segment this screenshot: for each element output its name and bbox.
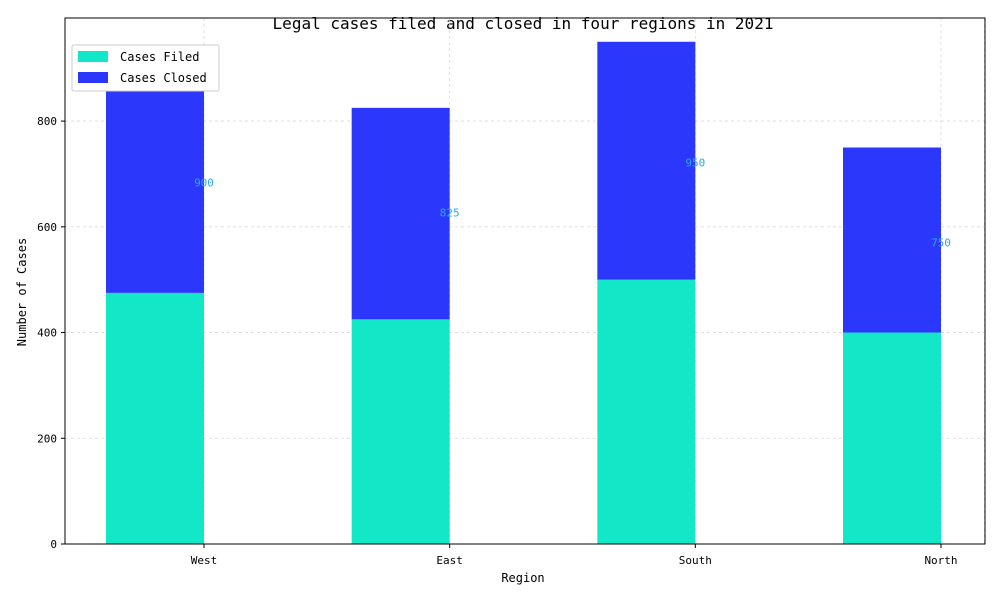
y-tick-label: 200: [37, 432, 57, 445]
bar-cases-filed-north: [843, 332, 941, 544]
x-tick-label-north: North: [924, 554, 957, 567]
chart-title: Legal cases filed and closed in four reg…: [273, 14, 774, 33]
y-tick-label: 0: [50, 538, 57, 551]
legend: Cases Filed Cases Closed: [71, 44, 220, 92]
y-tick-label: 600: [37, 221, 57, 234]
x-axis-ticks: West East South North: [191, 544, 958, 567]
total-label-south: 950: [685, 156, 705, 169]
y-axis-label: Number of Cases: [15, 238, 29, 346]
plot-frame: [64, 17, 986, 545]
bar-cases-closed-west: [106, 68, 204, 293]
y-tick-label: 800: [37, 115, 57, 128]
legend-swatch-cases-closed: [78, 72, 108, 83]
bar-cases-closed-east: [351, 107, 450, 320]
bar-cases-closed-north: [843, 147, 941, 333]
bar-cases-filed-south: [597, 279, 696, 544]
x-axis-label: Region: [501, 571, 544, 585]
total-labels: 900 825 950 750: [194, 156, 951, 249]
bar-cases-closed-south: [597, 41, 696, 280]
y-tick-label: 400: [37, 327, 57, 340]
x-tick-label-east: East: [436, 554, 463, 567]
bar-cases-filed-west: [106, 292, 204, 544]
x-tick-label-west: West: [191, 554, 218, 567]
legend-swatch-cases-filed: [78, 51, 108, 62]
total-label-north: 750: [931, 237, 951, 250]
bar-cases-filed-east: [351, 319, 450, 544]
legend-label-cases-closed: Cases Closed: [120, 71, 207, 85]
legend-label-cases-filed: Cases Filed: [120, 50, 199, 64]
bar-group: [106, 41, 941, 544]
total-label-west: 900: [194, 176, 214, 189]
legend-box: [71, 44, 220, 92]
y-axis-ticks: 0 200 400 600 800: [37, 115, 65, 551]
x-tick-label-south: South: [679, 554, 712, 567]
total-label-east: 825: [440, 207, 460, 220]
